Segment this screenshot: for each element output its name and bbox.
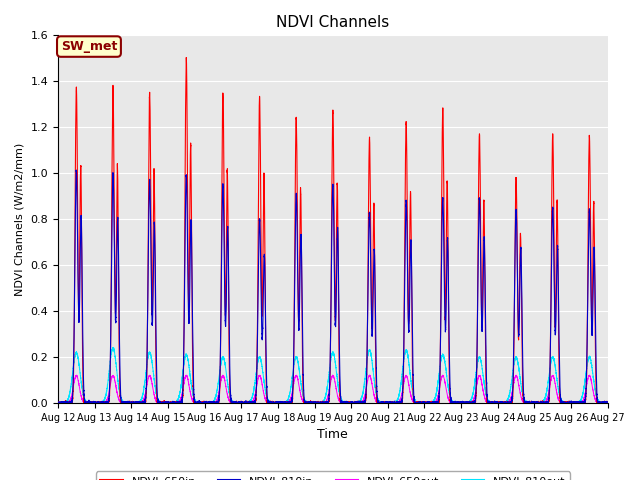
Text: SW_met: SW_met (61, 40, 117, 53)
Y-axis label: NDVI Channels (W/m2/mm): NDVI Channels (W/m2/mm) (15, 143, 25, 296)
X-axis label: Time: Time (317, 429, 348, 442)
Title: NDVI Channels: NDVI Channels (276, 15, 390, 30)
Legend: NDVI_650in, NDVI_810in, NDVI_650out, NDVI_810out: NDVI_650in, NDVI_810in, NDVI_650out, NDV… (96, 471, 570, 480)
